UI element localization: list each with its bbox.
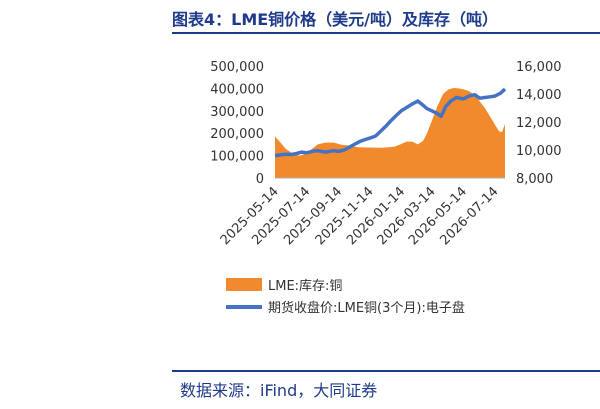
left-axis-tick-label: 400,000 xyxy=(210,82,264,97)
left-axis-tick-label: 500,000 xyxy=(210,60,264,75)
left-axis-tick-label: 100,000 xyxy=(210,150,264,165)
right-axis-tick-label: 8,000 xyxy=(516,172,553,187)
price-line-layer xyxy=(274,87,507,158)
title-divider xyxy=(172,32,600,34)
right-axis-tick-label: 14,000 xyxy=(516,88,562,103)
legend-label-price: 期货收盘价:LME铜(3个月):电子盘 xyxy=(268,300,465,316)
legend-swatch-inventory xyxy=(226,278,262,291)
legend-label-inventory: LME:库存:铜 xyxy=(268,278,342,294)
legend: LME:库存:铜 期货收盘价:LME铜(3个月):电子盘 xyxy=(226,278,465,316)
source-note: 数据来源：iFind，大同证券 xyxy=(180,381,378,400)
price-line xyxy=(274,87,507,158)
source-divider xyxy=(172,370,600,372)
left-axis-ticks: 0 100,000 200,000 300,000 400,000 500,000 xyxy=(210,60,264,187)
x-axis-ticks: 2025-05-142025-07-142025-09-142025-11-14… xyxy=(218,184,502,248)
right-axis-tick-label: 16,000 xyxy=(516,60,562,75)
left-axis-tick-label: 200,000 xyxy=(210,127,264,142)
inventory-area-layer xyxy=(275,88,505,178)
left-axis-tick-label: 0 xyxy=(256,172,264,187)
right-axis-tick-label: 10,000 xyxy=(516,144,562,159)
right-axis-tick-label: 12,000 xyxy=(516,116,562,131)
inventory-area xyxy=(275,88,505,178)
left-axis-tick-label: 300,000 xyxy=(210,105,264,120)
right-axis-ticks: 8,000 10,000 12,000 14,000 16,000 xyxy=(516,60,562,187)
chart-title: 图表4：LME铜价格（美元/吨）及库存（吨） xyxy=(172,10,499,29)
